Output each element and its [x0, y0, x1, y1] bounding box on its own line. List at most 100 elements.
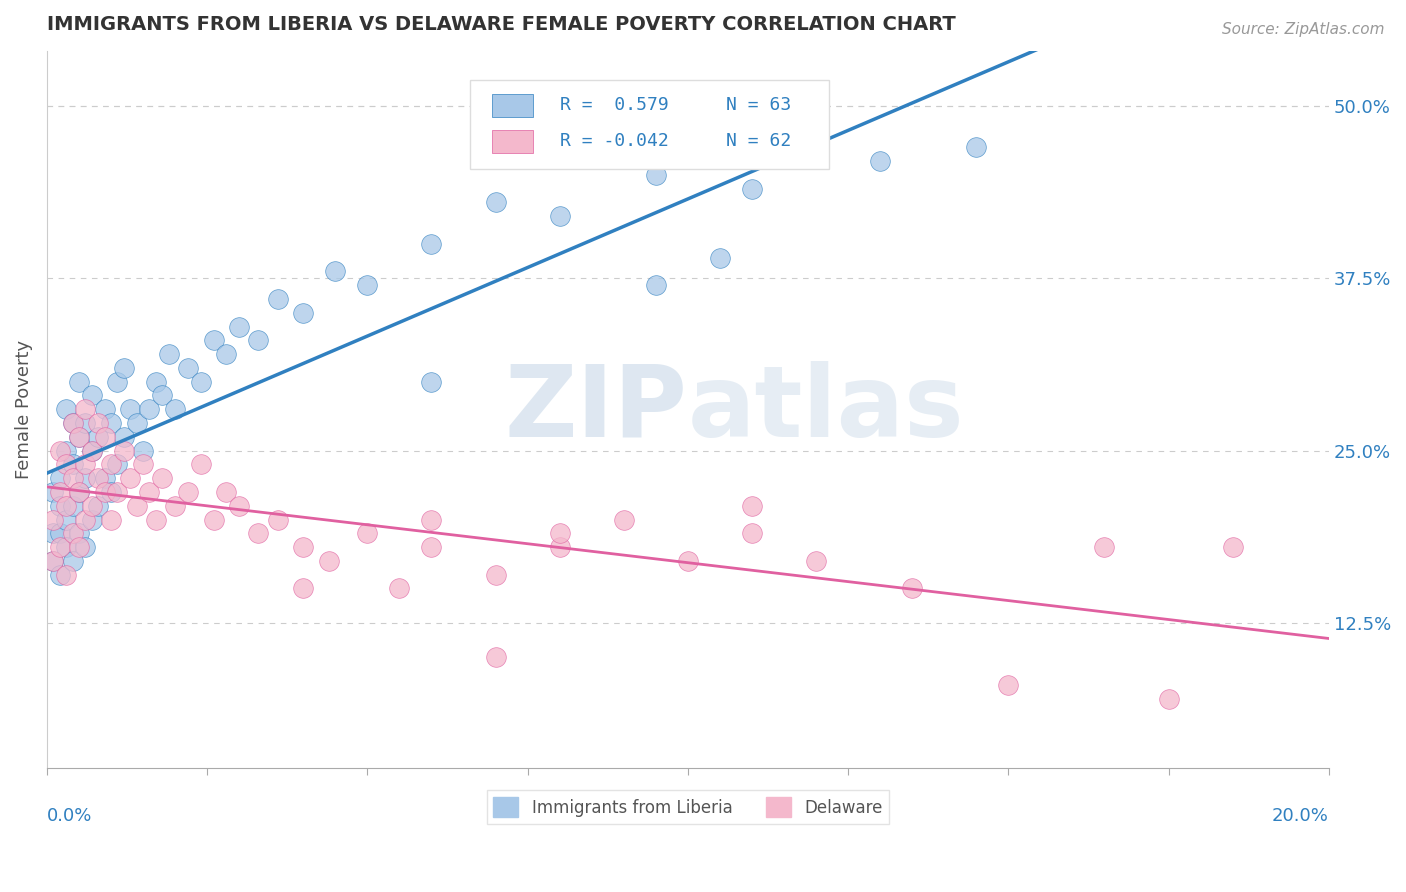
Point [93, 402, 115, 417]
Point [75, 540, 97, 554]
Text: N = 62: N = 62 [727, 132, 792, 150]
Point [150, 388, 173, 402]
Point [741, 182, 763, 196]
Bar [492, 94, 533, 117]
Point [323, 264, 346, 278]
Point [48, 443, 70, 458]
Point [165, 499, 187, 513]
Point [67, 526, 90, 541]
Point [42, 485, 65, 500]
Point [48, 526, 70, 541]
Point [741, 526, 763, 541]
Point [67, 485, 90, 500]
Point [80, 443, 103, 458]
Text: N = 63: N = 63 [727, 96, 792, 114]
Point [613, 512, 636, 526]
Point [100, 485, 122, 500]
Point [901, 582, 924, 596]
Point [55, 512, 77, 526]
Point [87, 499, 110, 513]
Point [120, 402, 142, 417]
Point [388, 582, 411, 596]
Point [215, 347, 238, 361]
Point [318, 554, 340, 568]
Point [420, 540, 443, 554]
Point [42, 526, 65, 541]
Point [132, 443, 155, 458]
Point [55, 402, 77, 417]
Point [62, 416, 84, 430]
Point [292, 582, 315, 596]
Bar [492, 129, 533, 153]
Point [292, 540, 315, 554]
Point [1222, 540, 1244, 554]
FancyBboxPatch shape [470, 79, 828, 169]
Point [125, 499, 148, 513]
Point [100, 458, 122, 472]
Point [484, 195, 506, 210]
Point [869, 154, 891, 169]
Point [75, 512, 97, 526]
Point [266, 292, 288, 306]
Legend: Immigrants from Liberia, Delaware: Immigrants from Liberia, Delaware [486, 790, 889, 824]
Point [55, 458, 77, 472]
Point [80, 388, 103, 402]
Point [67, 430, 90, 444]
Point [62, 526, 84, 541]
Text: 0.0%: 0.0% [46, 807, 93, 825]
Point [62, 416, 84, 430]
Point [165, 402, 187, 417]
Point [132, 458, 155, 472]
Point [75, 471, 97, 485]
Text: 20.0%: 20.0% [1272, 807, 1329, 825]
Point [202, 512, 225, 526]
Point [190, 375, 212, 389]
Text: R =  0.579: R = 0.579 [560, 96, 668, 114]
Point [120, 471, 142, 485]
Point [247, 526, 270, 541]
Point [93, 485, 115, 500]
Point [228, 319, 250, 334]
Point [125, 416, 148, 430]
Point [75, 402, 97, 417]
Point [105, 375, 128, 389]
Point [67, 485, 90, 500]
Point [62, 499, 84, 513]
Point [1157, 691, 1180, 706]
Point [202, 334, 225, 348]
Point [62, 554, 84, 568]
Point [87, 416, 110, 430]
Point [87, 471, 110, 485]
Point [62, 471, 84, 485]
Point [150, 471, 173, 485]
Point [420, 375, 443, 389]
Point [228, 499, 250, 513]
Point [80, 512, 103, 526]
Point [644, 168, 666, 182]
Point [157, 347, 180, 361]
Point [215, 485, 238, 500]
Point [138, 402, 160, 417]
Point [42, 512, 65, 526]
Point [87, 430, 110, 444]
Point [75, 416, 97, 430]
Point [292, 306, 315, 320]
Point [48, 567, 70, 582]
Point [80, 443, 103, 458]
Point [93, 430, 115, 444]
Point [55, 540, 77, 554]
Point [48, 499, 70, 513]
Text: atlas: atlas [688, 360, 965, 458]
Point [62, 458, 84, 472]
Point [100, 416, 122, 430]
Text: R = -0.042: R = -0.042 [560, 132, 668, 150]
Text: Source: ZipAtlas.com: Source: ZipAtlas.com [1222, 22, 1385, 37]
Point [48, 485, 70, 500]
Point [190, 458, 212, 472]
Point [48, 471, 70, 485]
Point [93, 471, 115, 485]
Point [145, 512, 167, 526]
Point [709, 251, 731, 265]
Point [548, 209, 571, 223]
Point [75, 458, 97, 472]
